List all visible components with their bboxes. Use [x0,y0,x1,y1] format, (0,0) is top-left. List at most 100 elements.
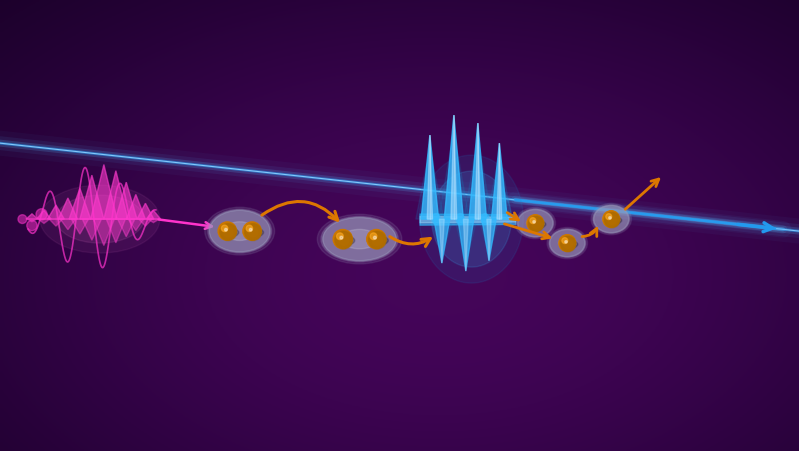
Polygon shape [482,219,496,261]
Polygon shape [463,219,468,271]
Ellipse shape [368,236,388,245]
Polygon shape [427,135,432,219]
Circle shape [531,218,542,230]
Polygon shape [80,175,104,219]
Polygon shape [106,219,125,243]
Polygon shape [458,219,474,271]
Polygon shape [148,219,159,223]
Ellipse shape [432,213,440,225]
Circle shape [529,217,543,231]
Polygon shape [91,165,117,219]
Polygon shape [116,182,137,219]
Polygon shape [48,205,64,219]
Polygon shape [491,143,507,219]
Ellipse shape [334,236,355,245]
Circle shape [336,232,352,248]
Polygon shape [126,194,145,219]
Circle shape [218,222,237,240]
Circle shape [560,236,576,252]
Polygon shape [139,219,152,226]
Ellipse shape [602,213,620,225]
Polygon shape [38,219,50,224]
Ellipse shape [550,230,585,257]
Circle shape [340,236,343,239]
Ellipse shape [341,230,378,249]
Polygon shape [38,219,50,224]
Circle shape [26,220,37,231]
Polygon shape [451,115,457,219]
Circle shape [333,230,352,249]
Polygon shape [82,219,101,240]
Polygon shape [463,138,492,219]
Circle shape [336,233,344,239]
Circle shape [373,236,376,239]
Circle shape [605,213,619,227]
Polygon shape [58,198,78,219]
Polygon shape [37,210,51,219]
Polygon shape [439,131,469,219]
Polygon shape [71,219,89,234]
Ellipse shape [481,213,489,225]
Ellipse shape [244,228,264,237]
Polygon shape [117,219,135,237]
Ellipse shape [431,171,511,267]
Circle shape [530,218,536,224]
Ellipse shape [603,216,622,225]
Circle shape [561,237,575,251]
Polygon shape [479,219,499,254]
Polygon shape [26,214,38,219]
Ellipse shape [527,220,546,229]
Ellipse shape [321,216,398,262]
Circle shape [337,233,351,247]
Circle shape [249,228,252,231]
Ellipse shape [456,213,464,225]
Ellipse shape [547,227,587,259]
Circle shape [603,211,620,227]
Polygon shape [421,135,439,219]
Ellipse shape [559,237,576,249]
Circle shape [604,212,620,228]
Ellipse shape [225,222,255,240]
Polygon shape [93,219,114,245]
Ellipse shape [593,205,630,233]
Ellipse shape [591,203,631,235]
Polygon shape [126,194,145,219]
Circle shape [562,238,568,244]
Polygon shape [60,219,76,230]
Circle shape [370,233,377,239]
Circle shape [367,230,386,249]
Circle shape [527,215,544,231]
Circle shape [528,216,544,232]
Circle shape [335,231,353,249]
Polygon shape [27,219,37,222]
Ellipse shape [56,195,144,243]
Ellipse shape [517,209,554,237]
Ellipse shape [518,210,553,237]
Polygon shape [70,189,91,219]
Ellipse shape [549,229,586,258]
Ellipse shape [209,210,270,252]
Ellipse shape [559,240,578,249]
Ellipse shape [40,185,160,253]
Ellipse shape [317,214,402,264]
Circle shape [243,222,261,240]
Circle shape [371,233,384,247]
Polygon shape [146,210,161,219]
Ellipse shape [323,217,396,261]
Circle shape [220,223,237,241]
Polygon shape [475,123,480,219]
Polygon shape [137,203,153,219]
Polygon shape [469,123,487,219]
Polygon shape [37,210,51,219]
Circle shape [606,214,618,226]
Polygon shape [27,219,37,222]
Polygon shape [80,175,104,219]
Polygon shape [434,219,450,263]
Ellipse shape [208,209,272,253]
Circle shape [18,215,26,224]
Polygon shape [104,171,128,219]
Circle shape [606,214,612,220]
Circle shape [565,240,567,243]
Ellipse shape [205,207,275,255]
Polygon shape [93,219,114,245]
